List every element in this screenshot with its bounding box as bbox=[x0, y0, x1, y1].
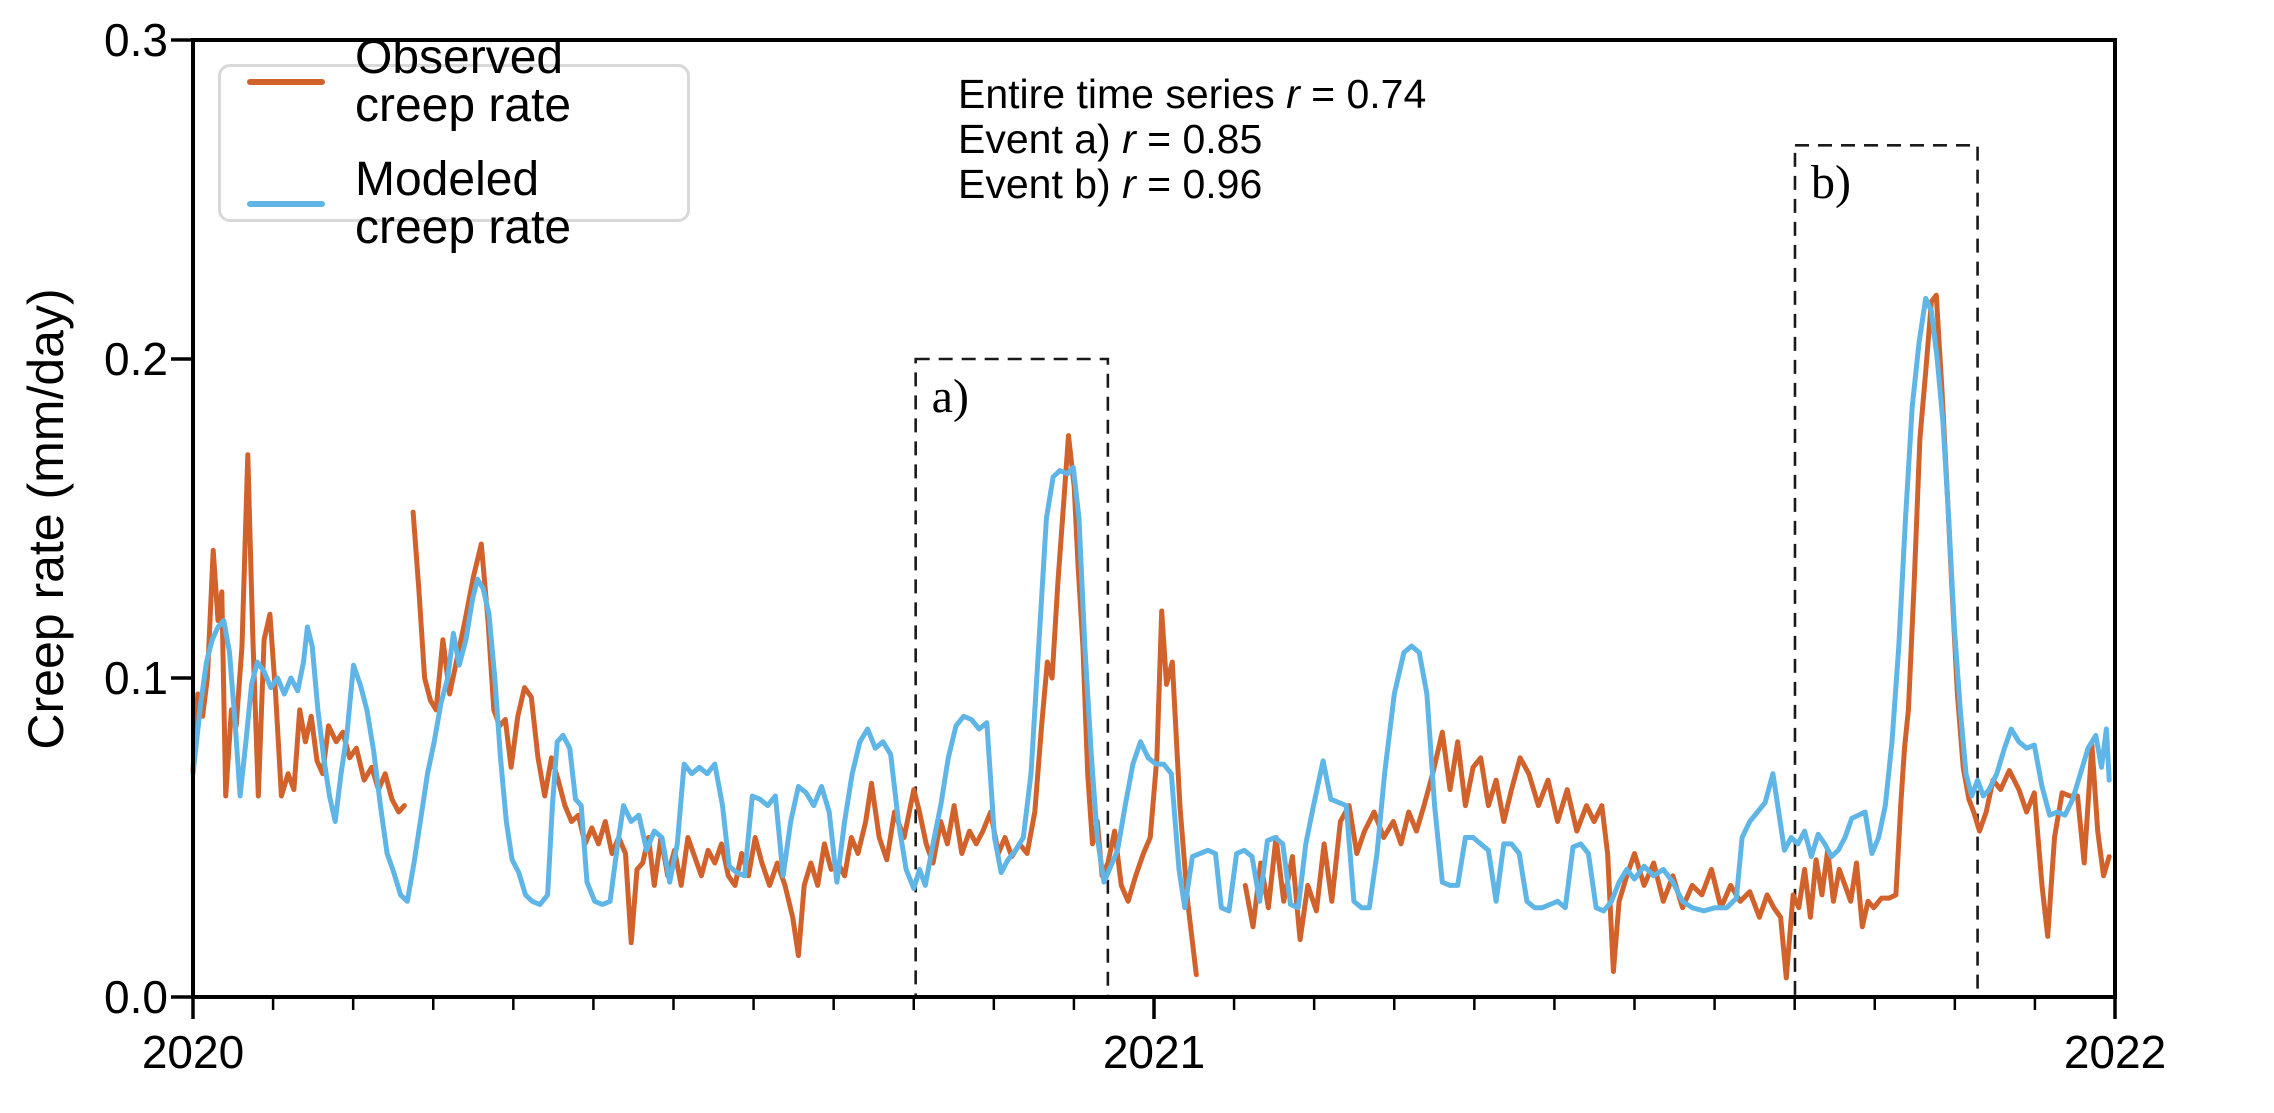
x-tick-label: 2022 bbox=[2063, 1026, 2167, 1078]
event-a-label: a) bbox=[931, 370, 969, 423]
x-tick-label: 2021 bbox=[1102, 1026, 1206, 1078]
correlation-annotation: Entire time series r = 0.74 Event a) r =… bbox=[958, 72, 1426, 207]
y-tick-label: 0.2 bbox=[104, 333, 168, 385]
event-box-b bbox=[1793, 143, 1979, 999]
x-tick-label: 2020 bbox=[141, 1026, 245, 1078]
annotation-line-event-a: Event a) r = 0.85 bbox=[958, 116, 1263, 162]
event-b-label: b) bbox=[1810, 156, 1851, 210]
y-tick-label: 0.3 bbox=[104, 14, 168, 66]
modeled-line-swatch bbox=[247, 201, 325, 207]
series-line-0 bbox=[190, 452, 407, 815]
y-tick-label: 0.0 bbox=[104, 971, 168, 1023]
legend-label-modeled: Modeled creep rate bbox=[355, 153, 572, 254]
legend: Observed creep rate Modeled creep rate bbox=[218, 34, 690, 252]
legend-item-modeled: Modeled creep rate bbox=[247, 156, 661, 252]
series-line-0 bbox=[410, 433, 1199, 978]
event-box-a bbox=[914, 357, 1110, 999]
legend-label-observed: Observed creep rate bbox=[355, 31, 572, 132]
annotation-line-entire: Entire time series r = 0.74 bbox=[958, 71, 1427, 117]
y-tick-label: 0.1 bbox=[104, 652, 168, 704]
annotation-line-event-b: Event b) r = 0.96 bbox=[958, 161, 1263, 207]
series-line-1 bbox=[190, 295, 2112, 914]
observed-line-swatch bbox=[247, 79, 325, 85]
legend-item-observed: Observed creep rate bbox=[247, 34, 661, 130]
